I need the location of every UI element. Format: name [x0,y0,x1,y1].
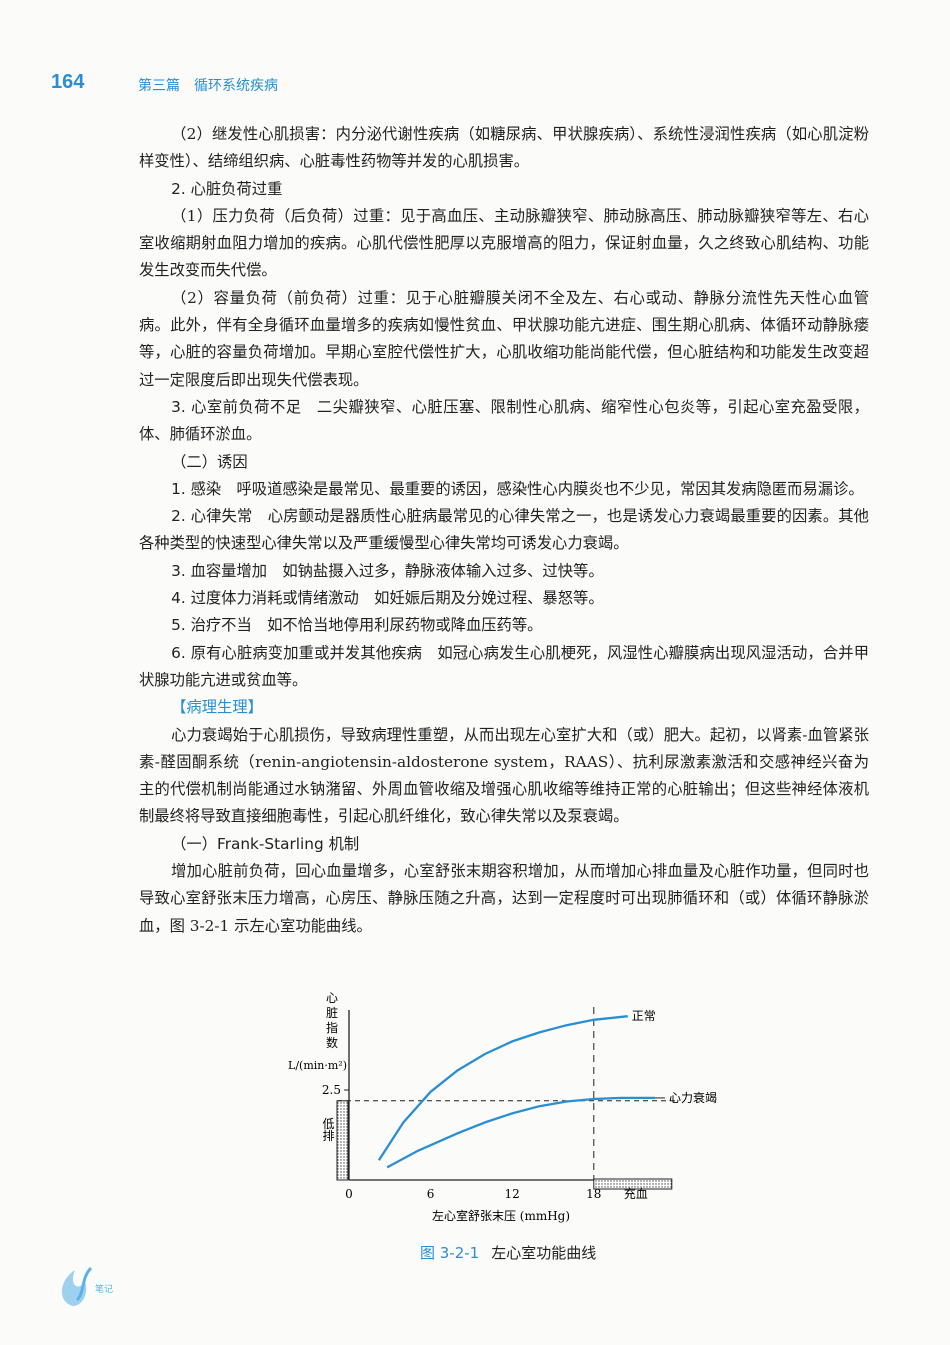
item-lead: 4. 过度体力消耗或情绪激动 [171,589,359,608]
paragraph: 2. 心律失常 心房颤动是器质性心脏病最常见的心律失常之一，也是诱发心力衰竭最重要… [139,503,869,558]
series-label: 正常 [632,1009,656,1023]
paragraph: 4. 过度体力消耗或情绪激动 如妊娠后期及分娩过程、暴怒等。 [139,585,869,612]
item-lead: 3. 血容量增加 [171,561,268,580]
x-tick-label: 6 [427,1187,435,1201]
paragraph-text: 心房颤动是器质性心脏病最常见的心律失常之一，也是诱发心力衰竭最重要的因素。其他各… [139,507,869,553]
paragraph: （1）压力负荷（后负荷）过重：见于高血压、主动脉瓣狭窄、肺动脉高压、肺动脉瓣狭窄… [139,203,869,285]
section-heading: （二）诱因 [171,452,248,471]
paragraph: 6. 原有心脏病变加重或并发其他疾病 如冠心病发生心肌梗死，风湿性心瓣膜病出现风湿… [139,640,869,695]
paragraph-text: （2）继发性心肌损害：内分泌代谢性疾病（如糖尿病、甲状腺疾病）、系统性浸润性疾病… [139,125,869,171]
series-line-0 [377,1015,628,1161]
x-tick-label: 18 [586,1187,601,1201]
paragraph-text: （2）容量负荷（前负荷）过重：见于心脏瓣膜关闭不全及左、右心或动、静脉分流性先天… [139,288,869,389]
paragraph-text: 如妊娠后期及分娩过程、暴怒等。 [374,589,604,608]
paragraph: 3. 血容量增加 如钠盐摄入过多，静脉液体输入过多、过快等。 [139,558,869,585]
item-lead: 2. 心律失常 [171,507,253,526]
paragraph: 3. 心室前负荷不足 二尖瓣狭窄、心脏压塞、限制性心肌病、缩窄性心包炎等，引起心室… [139,394,869,449]
paragraph-text: 增加心脏前负荷，回心血量增多，心室舒张末期容积增加，从而增加心排血量及心脏作功量… [139,862,869,935]
paragraph: 心力衰竭始于心肌损伤，导致病理性重塑，从而出现左心室扩大和（或）肥大。起初，以肾… [139,722,869,831]
figure-title: 左心室功能曲线 [491,1244,597,1262]
x-tick-label: 12 [505,1187,520,1201]
paragraph-text: 如冠心病发生心肌梗死，风湿性心瓣膜病出现风湿活动，合并甲状腺功能亢进或贫血等。 [139,643,869,689]
paragraph: 增加心脏前负荷，回心血量增多，心室舒张末期容积增加，从而增加心排血量及心脏作功量… [139,858,869,940]
low-output-label: 低排 [321,1117,335,1141]
figure-caption: 图 3-2-1 左心室功能曲线 [420,1242,596,1263]
x-tick-label: 0 [345,1187,353,1201]
y-axis-label-char: 心 [326,991,338,1005]
chapter-label: 循环系统疾病 [194,78,278,94]
paragraph: 5. 治疗不当 如不恰当地停用利尿药物或降血压药等。 [139,612,869,639]
running-header: 第三篇 循环系统疾病 [138,75,292,95]
figure-number: 图 3-2-1 [420,1244,480,1262]
item-lead: 1. 感染 [171,479,222,498]
part-label: 第三篇 [138,78,180,94]
item-lead: 3. 心室前负荷不足 [171,397,302,416]
paragraph-text: 如钠盐摄入过多，静脉液体输入过多、过快等。 [282,561,604,580]
paragraph-text: 如不恰当地停用利尿药物或降血压药等。 [267,616,543,635]
congestion-label: 充血 [624,1186,648,1201]
body-text: （2）继发性心肌损害：内分泌代谢性疾病（如糖尿病、甲状腺疾病）、系统性浸润性疾病… [139,121,869,940]
section-title: 【病理生理】 [171,698,263,717]
paragraph: （2）继发性心肌损害：内分泌代谢性疾病（如糖尿病、甲状腺疾病）、系统性浸润性疾病… [139,121,869,176]
svg-text:笔记: 笔记 [95,1283,113,1295]
page-number: 164 [51,71,85,93]
y-axis-label-char: 脏 [326,1005,338,1020]
paragraph-text: 呼吸道感染是最常见、最重要的诱因，感染性心内膜炎也不少见，常因其发病隐匿而易漏诊… [236,479,864,498]
series-line-1 [386,1096,655,1169]
paragraph-text: 二尖瓣狭窄、心脏压塞、限制性心肌病、缩窄性心包炎等，引起心室充盈受限，体、肺循环… [139,397,869,444]
paragraph: （2）容量负荷（前负荷）过重：见于心脏瓣膜关闭不全及左、右心或动、静脉分流性先天… [139,285,869,394]
paragraph: 1. 感染 呼吸道感染是最常见、最重要的诱因，感染性心内膜炎也不少见，常因其发病隐… [139,476,869,503]
y-tick-label: 2.5 [322,1083,341,1097]
congestion-region [593,1178,673,1190]
y-axis-label-char: 数 [326,1035,338,1050]
paragraph-text: 心力衰竭始于心肌损伤，导致病理性重塑，从而出现左心室扩大和（或）肥大。起初，以肾… [139,725,869,826]
item-lead: 6. 原有心脏病变加重或并发其他疾病 [171,643,423,662]
low-output-region [336,1100,349,1181]
y-axis-label-char: 指 [326,1020,338,1035]
series-label: 心力衰竭 [669,1090,717,1105]
section-heading: 2. 心脏负荷过重 [171,179,283,198]
section-heading: （一）Frank-Starling 机制 [171,834,360,853]
item-lead: 5. 治疗不当 [171,616,252,635]
paragraph-text: （1）压力负荷（后负荷）过重：见于高血压、主动脉瓣狭窄、肺动脉高压、肺动脉瓣狭窄… [139,206,869,280]
notes-logo-icon: 笔记 [61,1266,113,1306]
x-axis-label: 左心室舒张末压 (mmHg) [432,1208,570,1223]
y-axis-unit: L/(min·m²) [288,1059,347,1072]
